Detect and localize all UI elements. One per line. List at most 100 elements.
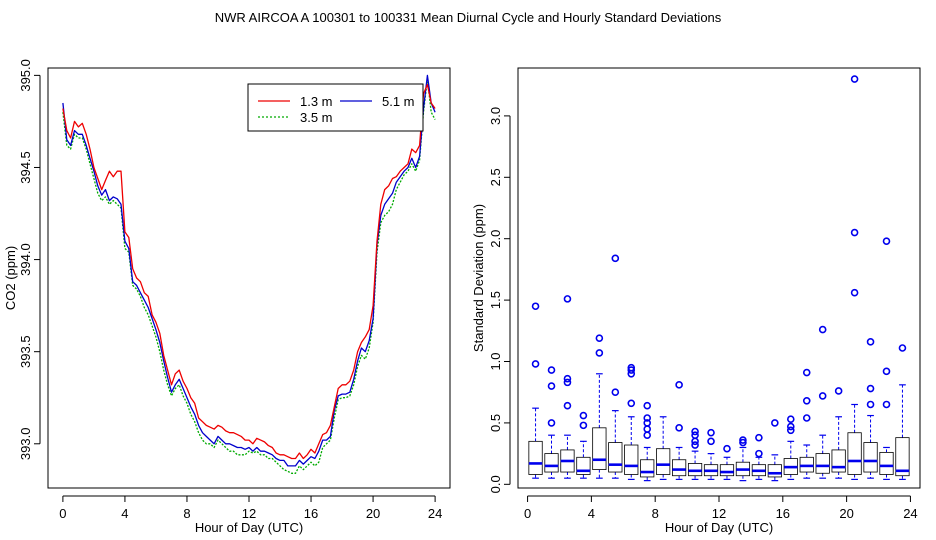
left-y-axis: 393.0 393.5 394.0 394.5 395.0 bbox=[18, 59, 41, 461]
box-8 bbox=[656, 416, 671, 481]
right-y-tick-label-0-5: 0.5 bbox=[488, 414, 503, 432]
box-1-outlier-0 bbox=[547, 419, 556, 427]
legend-label-3-5m: 3.5 m bbox=[300, 110, 333, 125]
box-16 bbox=[783, 415, 798, 481]
left-x-tick-label-4: 4 bbox=[121, 506, 128, 521]
left-y-tick-label-393-0: 393.0 bbox=[18, 428, 33, 461]
series-line-1-3-m bbox=[62, 83, 436, 460]
series-line-5-1-m bbox=[62, 74, 436, 467]
right-y-tick-label-1-5: 1.5 bbox=[488, 291, 503, 309]
legend-label-5-1m: 5.1 m bbox=[382, 94, 415, 109]
box-4 bbox=[592, 334, 607, 479]
box-10-outlier-2 bbox=[691, 431, 699, 439]
box-0-outlier-0 bbox=[531, 360, 540, 368]
box-0-outlier-1 bbox=[531, 302, 540, 311]
co2-line-chart: 0 4 8 12 16 20 24 393.0 393.5 394.0 394.5 395.0 Ho… bbox=[3, 59, 451, 535]
box-1-outlier-2 bbox=[547, 366, 556, 374]
box-21-outlier-2 bbox=[866, 338, 875, 346]
box-4-outlier-1 bbox=[595, 334, 604, 342]
box-7-iqr bbox=[640, 459, 655, 478]
right-boxes bbox=[528, 75, 910, 482]
box-2-outlier-1 bbox=[563, 378, 572, 387]
box-22-iqr bbox=[879, 451, 894, 475]
box-20-iqr bbox=[847, 432, 862, 475]
box-22-outlier-2 bbox=[882, 237, 891, 245]
right-y-tick-label-3-0: 3.0 bbox=[488, 107, 503, 125]
box-7-outlier-3 bbox=[643, 414, 652, 422]
box-7-outlier-1 bbox=[643, 425, 652, 433]
legend-label-1-3m: 1.3 m bbox=[300, 94, 333, 109]
box-15-iqr bbox=[767, 464, 782, 478]
box-7-outlier-4 bbox=[643, 401, 652, 410]
box-14 bbox=[751, 433, 766, 481]
box-5-outlier-0 bbox=[611, 388, 620, 397]
right-x-tick-label-4: 4 bbox=[588, 506, 595, 521]
std-dev-box-plot: 0 4 8 12 16 20 24 0.0 0.5 1.0 1.5 2.0 2.5 3.0 Hour o… bbox=[471, 67, 921, 535]
box-14-outlier-1 bbox=[755, 433, 763, 442]
box-3 bbox=[576, 411, 591, 479]
box-10-outlier-0 bbox=[691, 441, 699, 449]
box-16-outlier-1 bbox=[786, 422, 795, 431]
right-x-axis: 0 4 8 12 16 20 24 bbox=[524, 495, 918, 521]
box-6-outlier-2 bbox=[627, 366, 636, 374]
box-19-outlier-0 bbox=[834, 387, 843, 395]
box-4-iqr bbox=[592, 427, 607, 470]
box-2-outlier-0 bbox=[563, 401, 572, 410]
box-17-outlier-2 bbox=[802, 368, 811, 377]
box-16-outlier-2 bbox=[786, 415, 795, 424]
right-y-axis-label: Standard Deviation (ppm) bbox=[471, 204, 486, 352]
box-9 bbox=[672, 381, 687, 481]
box-17-outlier-1 bbox=[802, 397, 811, 405]
box-19 bbox=[831, 387, 846, 479]
box-22-outlier-0 bbox=[882, 400, 891, 409]
left-x-tick-label-16: 16 bbox=[304, 506, 318, 521]
legend: 1.3 m 5.1 m 3.5 m bbox=[247, 83, 424, 132]
box-1-iqr bbox=[544, 453, 559, 473]
left-y-axis-label: CO2 (ppm) bbox=[3, 246, 18, 310]
box-13-outlier-1 bbox=[739, 436, 747, 444]
right-y-tick-label-2-5: 2.5 bbox=[488, 168, 503, 186]
box-4-outlier-0 bbox=[595, 349, 604, 357]
right-y-tick-label-2-0: 2.0 bbox=[488, 230, 503, 248]
box-6 bbox=[624, 363, 639, 481]
box-9-outlier-0 bbox=[675, 424, 683, 432]
box-17 bbox=[799, 368, 814, 479]
box-1-outlier-1 bbox=[547, 382, 556, 390]
box-21-outlier-0 bbox=[866, 400, 875, 409]
legend-box bbox=[247, 83, 424, 132]
right-y-axis: 0.0 0.5 1.0 1.5 2.0 2.5 3.0 bbox=[488, 107, 511, 493]
left-y-tick-label-395-0: 395.0 bbox=[18, 59, 33, 92]
right-x-tick-label-0: 0 bbox=[524, 506, 531, 521]
box-17-outlier-0 bbox=[802, 414, 811, 422]
box-6-iqr bbox=[624, 444, 639, 475]
left-x-axis: 0 4 8 12 16 20 24 bbox=[59, 495, 442, 521]
box-7-outlier-2 bbox=[643, 419, 652, 427]
box-16-outlier-0 bbox=[786, 426, 795, 435]
box-23 bbox=[895, 344, 910, 481]
box-2 bbox=[560, 295, 575, 479]
box-2-outlier-2 bbox=[563, 374, 572, 383]
left-x-tick-label-0: 0 bbox=[59, 506, 66, 521]
box-11 bbox=[703, 428, 719, 481]
left-series-lines bbox=[62, 74, 436, 474]
box-11-outlier-1 bbox=[707, 428, 715, 437]
box-0 bbox=[528, 302, 543, 479]
box-15-outlier-0 bbox=[771, 419, 779, 427]
box-2-outlier-3 bbox=[563, 295, 572, 303]
box-20-outlier-1 bbox=[850, 228, 859, 237]
box-23-outlier-0 bbox=[898, 344, 907, 352]
box-5 bbox=[608, 254, 623, 479]
left-x-tick-label-8: 8 bbox=[183, 506, 190, 521]
right-x-tick-label-16: 16 bbox=[776, 506, 790, 521]
box-3-outlier-1 bbox=[579, 411, 588, 420]
box-11-outlier-0 bbox=[707, 437, 715, 446]
box-21-outlier-1 bbox=[866, 384, 875, 393]
box-7-outlier-0 bbox=[643, 431, 652, 439]
right-x-tick-label-12: 12 bbox=[712, 506, 726, 521]
box-20-outlier-2 bbox=[850, 75, 859, 83]
right-plot-frame bbox=[517, 67, 921, 489]
box-15 bbox=[767, 419, 782, 482]
box-12-outlier-0 bbox=[723, 444, 731, 453]
box-6-outlier-0 bbox=[627, 399, 636, 408]
